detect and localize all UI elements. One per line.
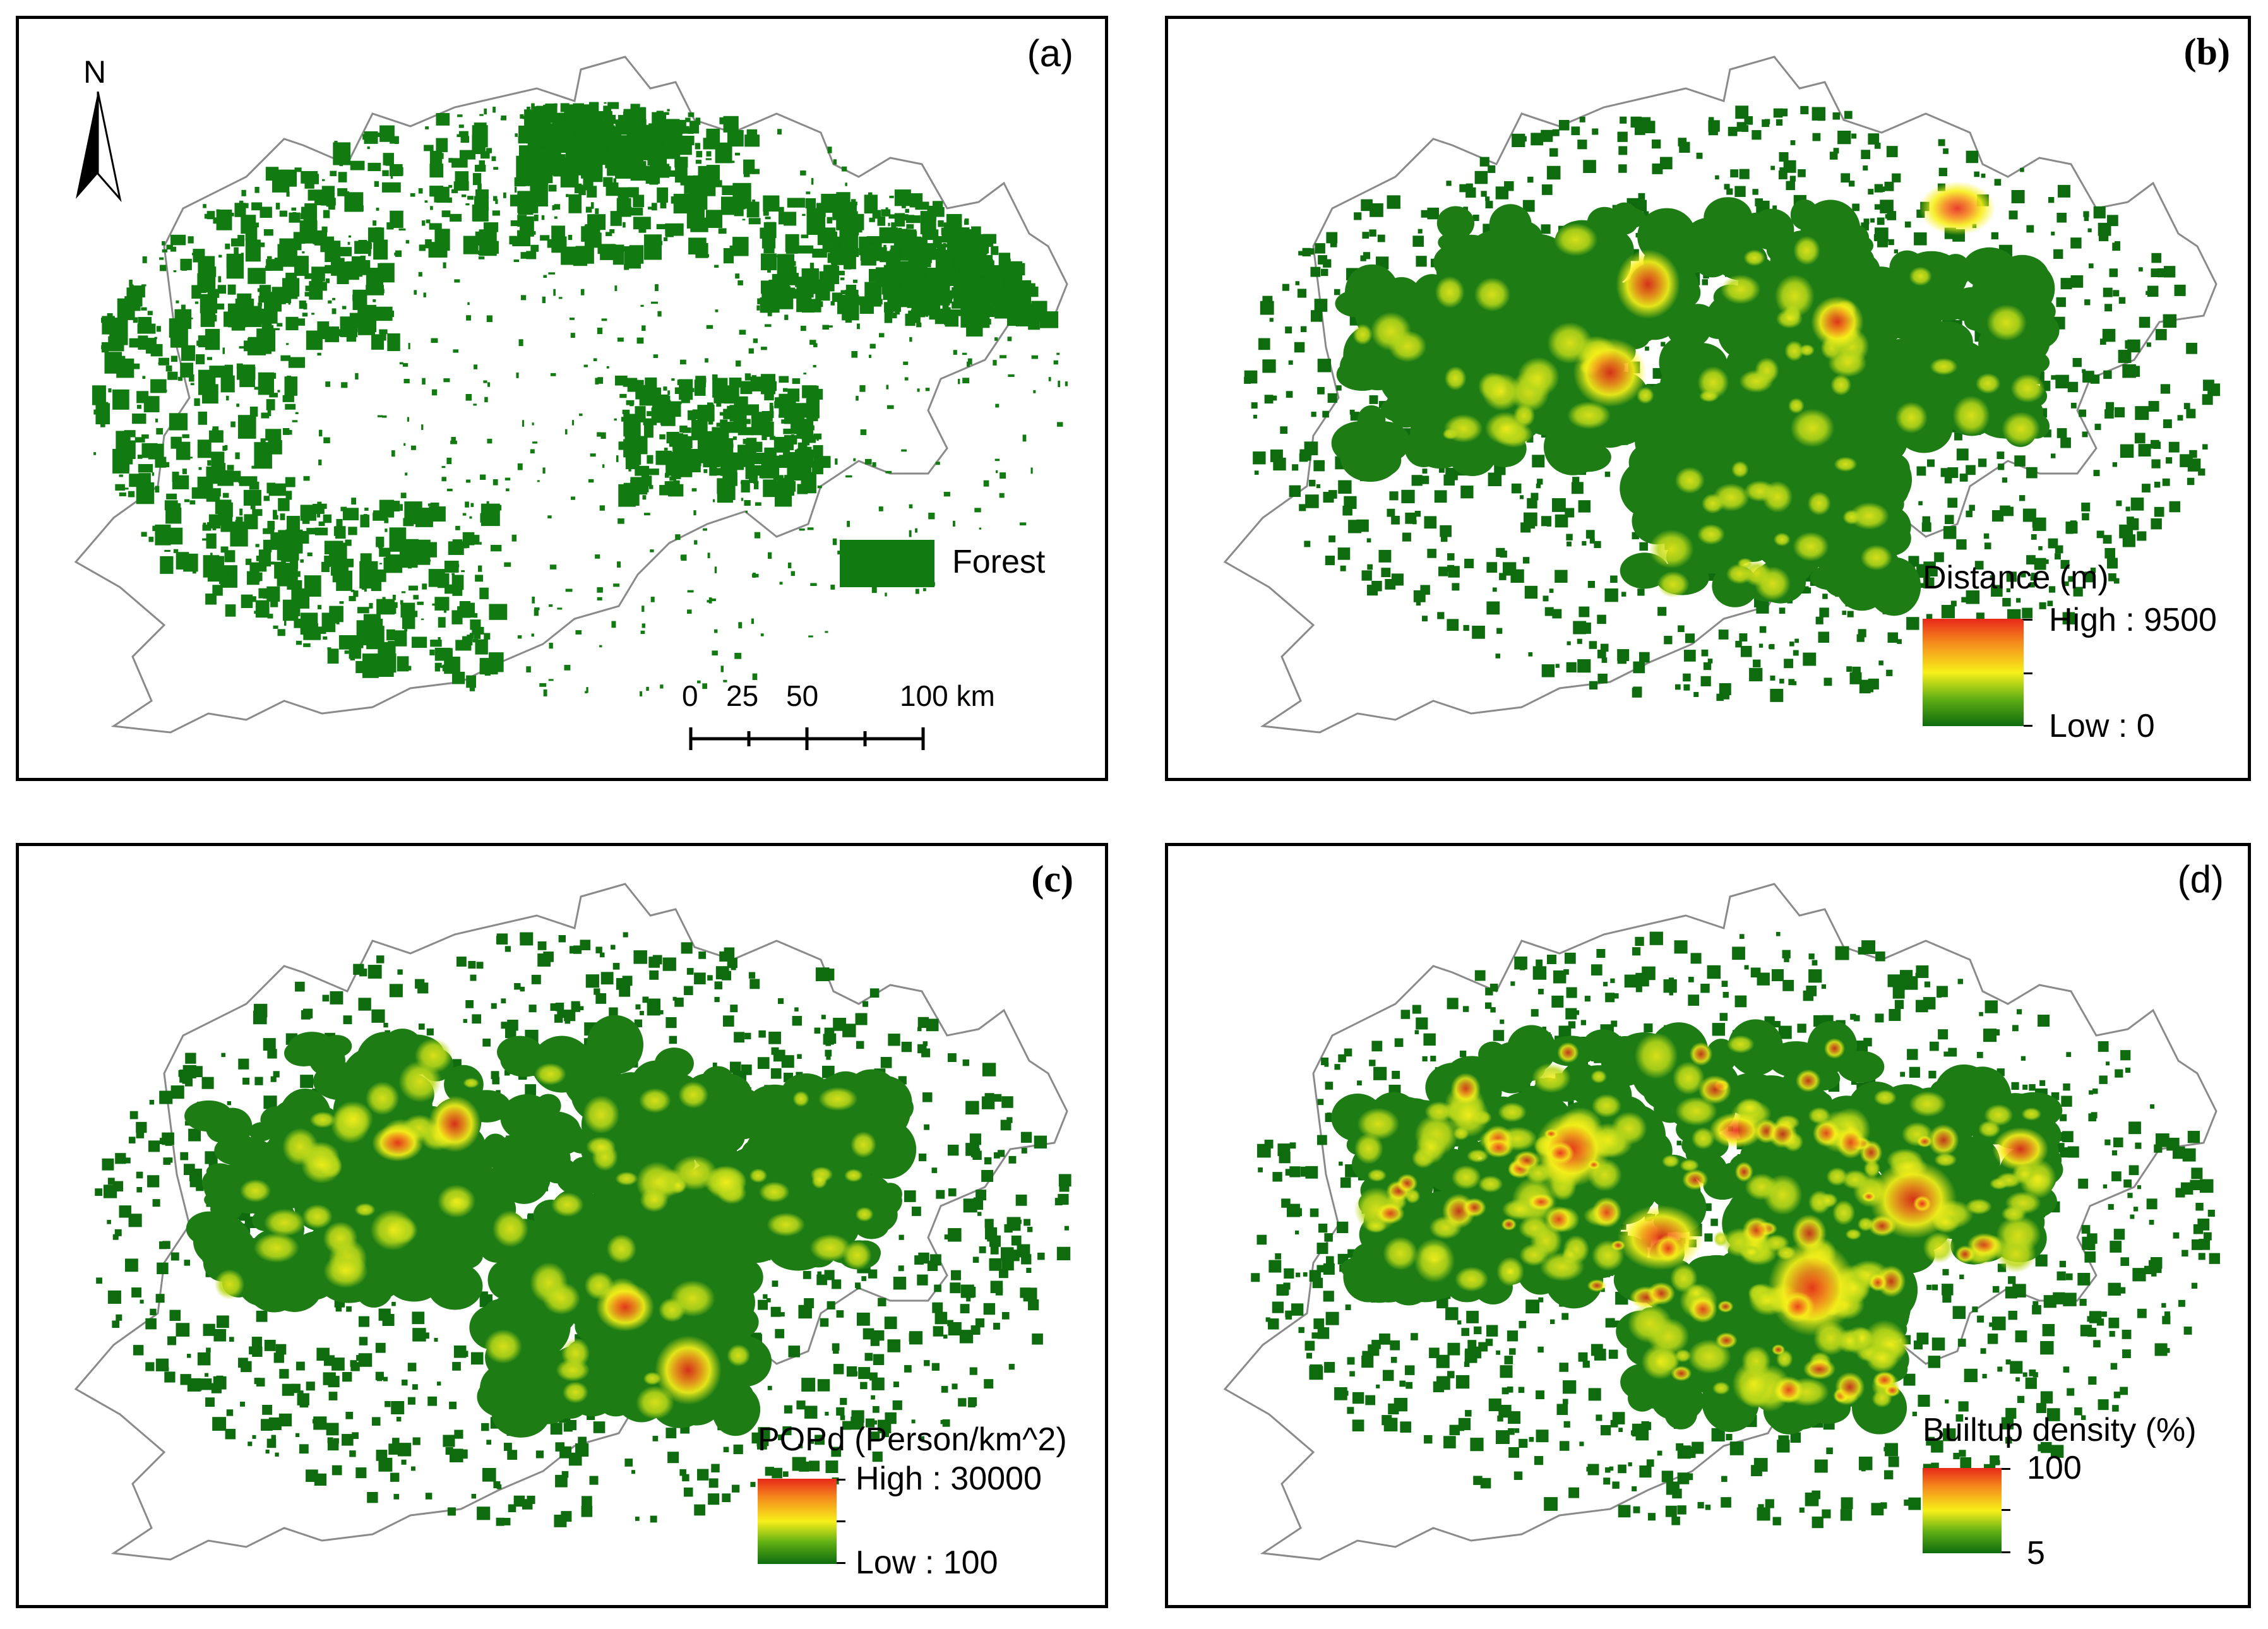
legend-high-label: 100 (2027, 1449, 2082, 1487)
panel-b-distance-map: (b) Distance (m) High : 9500 Low : 0 (1165, 16, 2251, 781)
legend-color-ramp (758, 1479, 837, 1564)
scale-tick-100: 100 km (900, 679, 995, 713)
legend-color-ramp (1923, 1468, 2002, 1553)
forest-map-canvas (19, 19, 1105, 778)
scale-bar-line (682, 713, 934, 751)
panel-label: (d) (2178, 857, 2224, 901)
panel-c-popd-map: (c) POPd (Person/km^2) High : 30000 Low … (16, 843, 1108, 1608)
scale-tick-0: 0 (682, 679, 698, 713)
forest-legend-label: Forest (952, 543, 1045, 581)
distance-map-canvas (1168, 19, 2248, 778)
legend-tick-low (837, 1562, 845, 1564)
legend-high-label: High : 9500 (2049, 601, 2217, 639)
panel-label: (c) (1031, 857, 1073, 901)
legend-tick-low (2024, 725, 2032, 727)
panel-label: (a) (1027, 32, 1073, 75)
legend-low-label: Low : 100 (856, 1544, 998, 1582)
legend-title: POPd (Person/km^2) (758, 1421, 1067, 1459)
legend-tick-high (837, 1479, 845, 1481)
legend-low-label: Low : 0 (2049, 707, 2155, 745)
legend-tick-high (2002, 1468, 2010, 1470)
scale-tick-25: 25 (726, 679, 758, 713)
scale-bar: 0 25 50 100 km (682, 679, 934, 755)
legend-tick-high (2024, 619, 2032, 621)
legend-high-label: High : 30000 (856, 1460, 1042, 1498)
legend-tick-mid (2002, 1509, 2010, 1511)
legend-title: Distance (m) (1923, 559, 2109, 597)
legend-low-label: 5 (2027, 1534, 2045, 1572)
legend-tick-mid (837, 1520, 845, 1522)
legend-tick-low (2002, 1551, 2010, 1553)
north-label: N (83, 54, 106, 90)
north-arrow-icon (69, 92, 126, 212)
builtup-density-map-canvas (1168, 846, 2248, 1605)
legend-title: Builtup density (%) (1923, 1411, 2197, 1449)
legend-color-ramp (1923, 619, 2024, 726)
panel-label: (b) (2184, 30, 2230, 74)
north-arrow: N (69, 54, 126, 205)
panel-a-forest-map: (a) N Forest 0 25 50 100 km (16, 16, 1108, 781)
forest-legend-swatch (840, 540, 934, 587)
panel-d-builtup-density-map: (d) Builtup density (%) 100 5 (1165, 843, 2251, 1608)
legend-tick-mid (2024, 672, 2032, 674)
scale-tick-50: 50 (786, 679, 818, 713)
